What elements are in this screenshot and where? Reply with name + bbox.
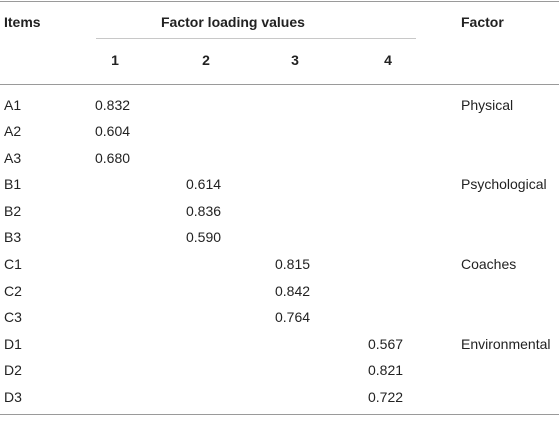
header-col-4: 4	[384, 52, 392, 68]
row-value-col-4: 0.567	[368, 336, 404, 352]
header-col-1: 1	[111, 52, 119, 68]
row-factor: Environmental	[461, 336, 551, 352]
group-header-rule	[96, 38, 416, 39]
row-value-col-4: 0.821	[368, 362, 404, 378]
row-item: C2	[4, 283, 22, 299]
row-value-col-1: 0.832	[95, 97, 131, 113]
bottom-rule	[0, 414, 559, 415]
row-factor: Coaches	[461, 256, 517, 272]
row-item: B1	[4, 176, 22, 192]
header-col-2: 2	[202, 52, 210, 68]
row-item: B3	[4, 229, 22, 245]
header-factor-loading-values: Factor loading values	[161, 14, 305, 30]
header-bottom-rule	[0, 84, 559, 85]
row-item: A3	[4, 150, 22, 166]
row-item: C1	[4, 256, 22, 272]
row-item: A2	[4, 123, 22, 139]
row-value-col-2: 0.590	[186, 229, 222, 245]
row-factor: Physical	[461, 97, 514, 113]
row-value-col-2: 0.614	[186, 176, 222, 192]
row-item: C3	[4, 309, 22, 325]
header-factor: Factor	[461, 14, 504, 30]
row-factor: Psychological	[461, 176, 547, 192]
row-value-col-1: 0.680	[95, 150, 131, 166]
row-item: A1	[4, 97, 22, 113]
row-value-col-2: 0.836	[186, 203, 222, 219]
row-item: D3	[4, 389, 22, 405]
row-value-col-3: 0.815	[275, 256, 311, 272]
row-item: D1	[4, 336, 22, 352]
header-col-3: 3	[291, 52, 299, 68]
header-items: Items	[4, 14, 41, 30]
row-value-col-4: 0.722	[368, 389, 404, 405]
row-value-col-3: 0.764	[275, 309, 311, 325]
row-value-col-1: 0.604	[95, 123, 131, 139]
top-rule	[0, 1, 559, 2]
row-item: D2	[4, 362, 22, 378]
row-item: B2	[4, 203, 22, 219]
row-value-col-3: 0.842	[275, 283, 311, 299]
